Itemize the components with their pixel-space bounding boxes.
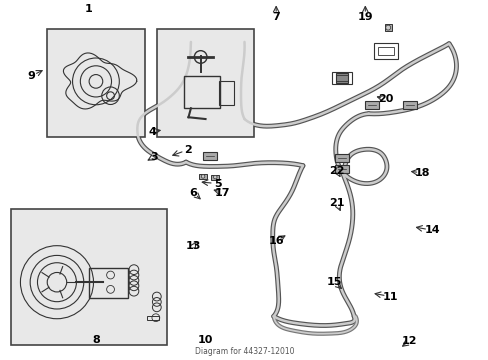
Circle shape <box>213 175 217 179</box>
Bar <box>402 101 416 109</box>
Text: 4: 4 <box>148 127 156 136</box>
Bar <box>384 24 391 31</box>
Bar <box>11 209 166 345</box>
Text: 16: 16 <box>268 236 284 246</box>
Bar <box>147 316 159 320</box>
Circle shape <box>385 25 390 30</box>
Text: 5: 5 <box>213 179 221 189</box>
Bar <box>365 101 378 109</box>
Bar <box>335 73 347 83</box>
Bar <box>88 268 127 298</box>
Text: 20: 20 <box>377 94 393 104</box>
Bar <box>203 152 217 159</box>
Text: 10: 10 <box>198 334 213 345</box>
Text: 1: 1 <box>84 4 92 14</box>
Text: 17: 17 <box>214 188 230 198</box>
Bar <box>183 76 220 108</box>
Text: 19: 19 <box>357 12 372 22</box>
Bar <box>334 154 348 162</box>
Text: 13: 13 <box>185 241 201 251</box>
Text: 3: 3 <box>150 152 158 162</box>
Text: 7: 7 <box>272 12 280 22</box>
Text: 6: 6 <box>189 188 197 198</box>
Text: 12: 12 <box>401 336 416 346</box>
Bar <box>199 174 206 179</box>
Bar <box>211 175 219 180</box>
Text: 15: 15 <box>326 277 342 287</box>
Text: 21: 21 <box>328 198 344 208</box>
Bar <box>373 43 397 59</box>
Bar <box>331 72 351 84</box>
Text: Diagram for 44327-12010: Diagram for 44327-12010 <box>194 347 294 356</box>
Text: 2: 2 <box>184 144 192 154</box>
Bar <box>334 165 348 173</box>
Text: 8: 8 <box>92 334 100 345</box>
Bar <box>335 75 347 81</box>
Text: 11: 11 <box>382 292 398 302</box>
Text: 9: 9 <box>27 71 35 81</box>
Circle shape <box>201 175 204 178</box>
Bar <box>157 30 254 137</box>
Text: 22: 22 <box>328 166 344 176</box>
Text: 14: 14 <box>424 225 439 235</box>
Bar <box>377 47 393 55</box>
Bar <box>47 30 144 137</box>
Text: 18: 18 <box>414 168 429 178</box>
Bar <box>219 81 233 105</box>
